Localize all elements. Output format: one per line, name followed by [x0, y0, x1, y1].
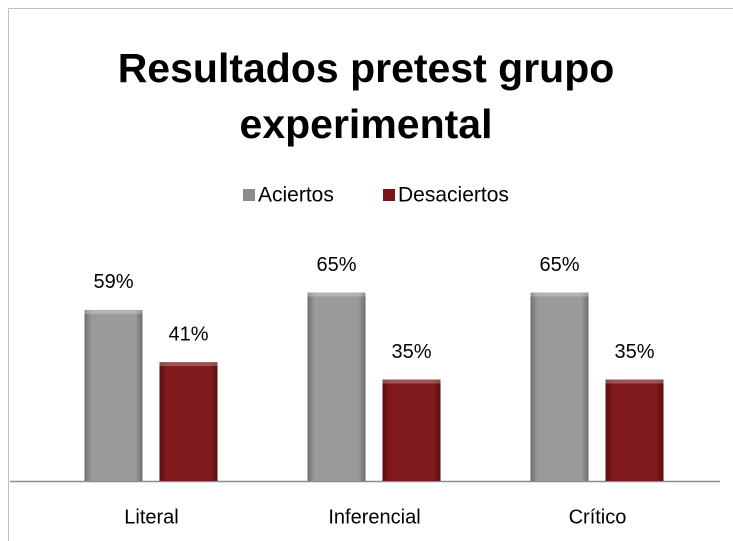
data-label: 41%: [168, 323, 208, 345]
data-label: 35%: [391, 341, 431, 363]
bar-bevel: [605, 379, 664, 384]
data-label: 59%: [93, 271, 133, 293]
bar-bevel: [530, 292, 589, 297]
legend-swatch: [243, 189, 255, 201]
bar-bevel: [84, 309, 143, 314]
bar: [307, 292, 366, 481]
data-label: 35%: [614, 341, 654, 363]
legend-label: Aciertos: [258, 184, 334, 207]
bar: [382, 379, 441, 481]
bar: [605, 379, 664, 481]
data-label: 65%: [539, 254, 579, 276]
x-tick-label: Literal: [124, 506, 178, 528]
legend-swatch: [383, 189, 395, 201]
x-tick-label: Inferencial: [328, 506, 420, 528]
x-tick-label: Crítico: [569, 506, 627, 528]
data-label: 65%: [316, 254, 356, 276]
chart-title: Resultados pretest grupo experimental: [117, 45, 615, 147]
bar: [530, 292, 589, 481]
bar: [84, 309, 143, 481]
bar: [159, 362, 218, 481]
legend-label: Desaciertos: [398, 184, 509, 207]
bar-bevel: [159, 362, 218, 367]
bar-bevel: [307, 292, 366, 297]
bar-bevel: [382, 379, 441, 384]
